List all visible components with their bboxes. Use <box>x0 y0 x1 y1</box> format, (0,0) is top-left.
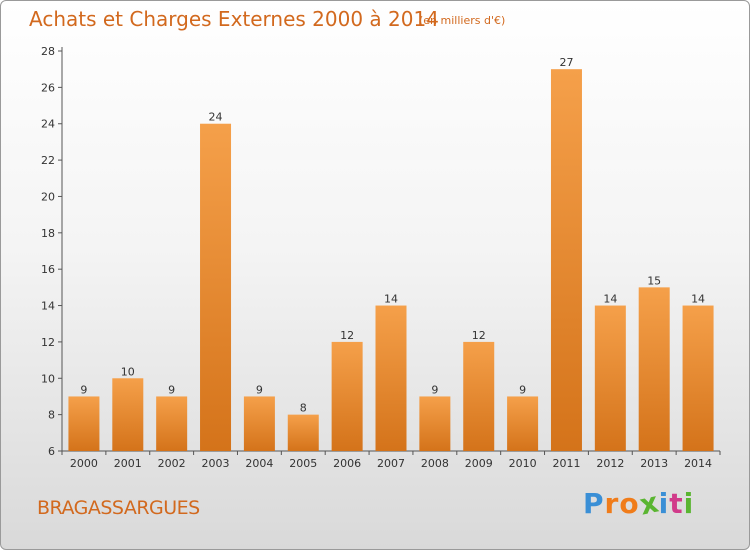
logo-letter: t <box>669 487 684 520</box>
bar-2014 <box>682 305 714 451</box>
city-name: BRAGASSARGUES <box>37 497 200 519</box>
y-tick-label: 18 <box>41 227 55 240</box>
bar-2005 <box>287 414 319 451</box>
x-tick-label: 2006 <box>333 457 361 470</box>
logo-letter: i <box>683 487 695 520</box>
x-tick-label: 2011 <box>552 457 580 470</box>
chart-subtitle: (en milliers d'€) <box>419 14 506 27</box>
y-tick-label: 22 <box>41 154 55 167</box>
y-tick-label: 12 <box>41 336 55 349</box>
x-tick-label: 2008 <box>421 457 449 470</box>
chart-data-labels: 9 10 9 24 9 8 12 14 9 12 9 27 14 15 14 <box>80 56 705 414</box>
bar-2009 <box>463 341 495 451</box>
data-label-2013: 15 <box>647 274 661 287</box>
logo-letter: r <box>604 487 620 520</box>
data-label-2006: 12 <box>340 329 354 342</box>
data-label-2009: 12 <box>472 329 486 342</box>
data-label-2010: 9 <box>519 383 526 396</box>
y-tick-label: 16 <box>41 263 55 276</box>
logo-letter: P <box>583 487 605 520</box>
x-tick-label: 2012 <box>596 457 624 470</box>
y-tick-label: 24 <box>41 118 55 131</box>
bar-2007 <box>375 305 407 451</box>
data-label-2004: 9 <box>256 383 263 396</box>
x-tick-label: 2009 <box>465 457 493 470</box>
y-tick-label: 10 <box>41 372 55 385</box>
bar-2008 <box>419 396 451 451</box>
x-tick-label: 2003 <box>202 457 230 470</box>
data-label-2001: 10 <box>121 365 135 378</box>
chart-title: Achats et Charges Externes 2000 à 2014 <box>29 7 439 31</box>
y-tick-label: 6 <box>48 445 55 458</box>
proxiti-logo: Proxiti <box>583 485 695 521</box>
chart-bars <box>68 69 714 452</box>
x-tick-label: 2010 <box>509 457 537 470</box>
x-tick-label: 2005 <box>289 457 317 470</box>
data-label-2005: 8 <box>300 402 307 415</box>
logo-letter: o <box>619 487 640 520</box>
data-label-2002: 9 <box>168 383 175 396</box>
bar-2000 <box>68 396 100 451</box>
bar-2012 <box>594 305 626 451</box>
bar-2011 <box>550 69 582 451</box>
bar-2013 <box>638 287 670 451</box>
bar-2010 <box>507 396 539 451</box>
x-tick-label: 2007 <box>377 457 405 470</box>
data-label-2008: 9 <box>431 383 438 396</box>
bar-2006 <box>331 341 363 451</box>
y-tick-label: 28 <box>41 45 55 58</box>
bar-2004 <box>243 396 275 451</box>
data-label-2007: 14 <box>384 293 398 306</box>
y-tick-label: 20 <box>41 190 55 203</box>
x-tick-label: 2013 <box>640 457 668 470</box>
x-tick-label: 2014 <box>684 457 712 470</box>
y-tick-label: 8 <box>48 409 55 422</box>
x-tick-label: 2004 <box>245 457 273 470</box>
x-tick-label: 2001 <box>114 457 142 470</box>
y-tick-label: 14 <box>41 300 55 313</box>
bar-2003 <box>200 123 232 452</box>
data-label-2014: 14 <box>691 293 705 306</box>
data-label-2012: 14 <box>603 293 617 306</box>
x-tick-label: 2002 <box>158 457 186 470</box>
bar-2001 <box>112 378 144 451</box>
data-label-2003: 24 <box>209 111 223 124</box>
data-label-2000: 9 <box>80 383 87 396</box>
bar-2002 <box>156 396 188 451</box>
x-tick-label: 2000 <box>70 457 98 470</box>
data-label-2011: 27 <box>559 56 573 69</box>
logo-letter: i <box>658 487 670 520</box>
y-tick-label: 26 <box>41 81 55 94</box>
chart-axes: 6 8 10 12 14 16 18 20 22 24 26 28 2000 2001 2002 2003 20… <box>41 45 721 470</box>
